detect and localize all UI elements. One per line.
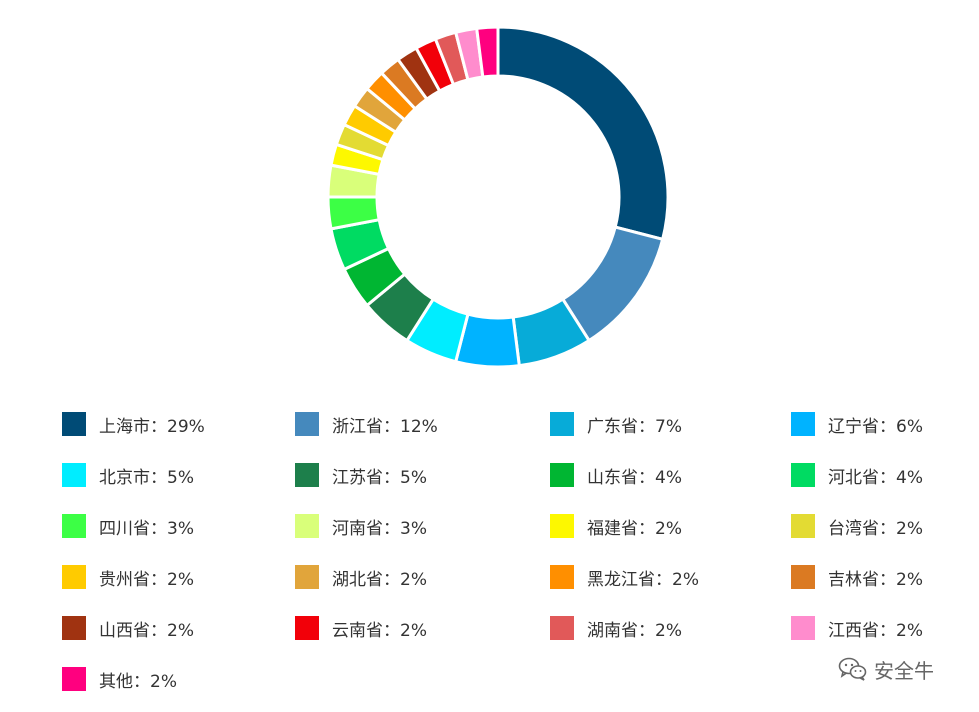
donut-slice-1 (496, 25, 670, 242)
legend-label: 云南省：2% (332, 620, 427, 641)
legend-swatch (295, 463, 319, 487)
donut-slice-21 (475, 25, 500, 79)
legend-item: 四川省：3% (62, 514, 194, 539)
legend-item: 广东省：7% (550, 412, 682, 437)
legend-swatch (791, 514, 815, 538)
legend-label: 其他：2% (99, 671, 177, 692)
legend-swatch (295, 565, 319, 589)
watermark: 安全牛 (838, 654, 934, 684)
legend-label: 浙江省：12% (332, 416, 438, 437)
legend-swatch (295, 616, 319, 640)
legend-label: 山西省：2% (99, 620, 194, 641)
legend-label: 台湾省：2% (828, 518, 923, 539)
legend-label: 辽宁省：6% (828, 416, 923, 437)
legend-swatch (550, 565, 574, 589)
legend-item: 其他：2% (62, 667, 177, 692)
legend-item: 黑龙江省：2% (550, 565, 699, 590)
legend-label: 湖北省：2% (332, 569, 427, 590)
legend-swatch (550, 514, 574, 538)
legend-swatch (550, 616, 574, 640)
legend-item: 江苏省：5% (295, 463, 427, 488)
legend-item: 浙江省：12% (295, 412, 438, 437)
legend-label: 上海市：29% (99, 416, 205, 437)
legend-label: 湖南省：2% (587, 620, 682, 641)
legend-label: 北京市：5% (99, 467, 194, 488)
legend-swatch (791, 412, 815, 436)
legend-label: 广东省：7% (587, 416, 682, 437)
legend-swatch (295, 412, 319, 436)
legend-item: 湖南省：2% (550, 616, 682, 641)
legend-label: 贵州省：2% (99, 569, 194, 590)
legend-label: 河北省：4% (828, 467, 923, 488)
legend-item: 辽宁省：6% (791, 412, 923, 437)
legend-label: 江西省：2% (828, 620, 923, 641)
legend-swatch (295, 514, 319, 538)
legend-label: 四川省：3% (99, 518, 194, 539)
legend-item: 湖北省：2% (295, 565, 427, 590)
legend-swatch (62, 514, 86, 538)
legend-swatch (62, 616, 86, 640)
legend-swatch (550, 412, 574, 436)
legend-item: 上海市：29% (62, 412, 205, 437)
legend-item: 河南省：3% (295, 514, 427, 539)
legend-label: 福建省：2% (587, 518, 682, 539)
legend-item: 山西省：2% (62, 616, 194, 641)
donut-chart (326, 25, 670, 369)
legend-swatch (62, 463, 86, 487)
legend-label: 吉林省：2% (828, 569, 923, 590)
legend-swatch (550, 463, 574, 487)
legend-swatch (791, 616, 815, 640)
legend-item: 云南省：2% (295, 616, 427, 641)
legend-label: 山东省：4% (587, 467, 682, 488)
legend-label: 黑龙江省：2% (587, 569, 699, 590)
wechat-icon (838, 657, 867, 681)
legend-label: 河南省：3% (332, 518, 427, 539)
legend-item: 贵州省：2% (62, 565, 194, 590)
legend-item: 山东省：4% (550, 463, 682, 488)
watermark-text: 安全牛 (874, 658, 934, 683)
legend-swatch (62, 412, 86, 436)
legend-item: 江西省：2% (791, 616, 923, 641)
legend-item: 吉林省：2% (791, 565, 923, 590)
legend-swatch (791, 463, 815, 487)
legend-swatch (791, 565, 815, 589)
legend-item: 台湾省：2% (791, 514, 923, 539)
legend-swatch (62, 667, 86, 691)
legend-item: 福建省：2% (550, 514, 682, 539)
legend-item: 北京市：5% (62, 463, 194, 488)
legend-item: 河北省：4% (791, 463, 923, 488)
legend-label: 江苏省：5% (332, 467, 427, 488)
legend-swatch (62, 565, 86, 589)
